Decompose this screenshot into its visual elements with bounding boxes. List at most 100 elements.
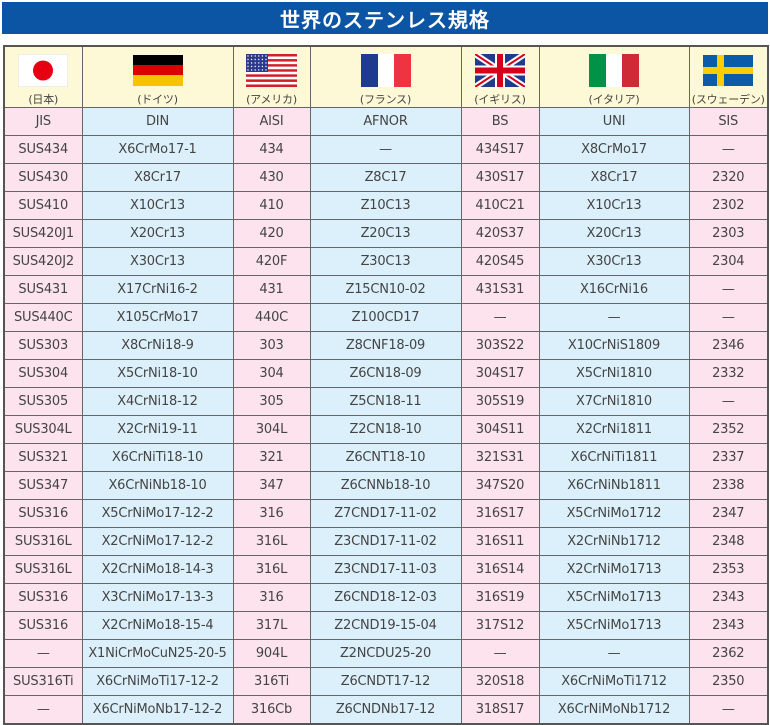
cell-jis: SUS347 (3, 471, 83, 500)
standard-header-aisi: AISI (232, 107, 311, 136)
cell-aisi: 431 (232, 275, 311, 304)
cell-bs: 430S17 (460, 163, 540, 192)
cell-uni: X6CrNiTi1811 (538, 443, 690, 472)
cell-bs: 431S31 (460, 275, 540, 304)
cell-din: X6CrNiMoTi17-12-2 (81, 667, 234, 696)
cell-aisi: 305 (232, 387, 311, 416)
table-row: SUS304L X2CrNi19-11 304L Z2CN18-10 304S11 X2C… (3, 415, 769, 444)
japan-flag-icon (18, 53, 69, 87)
cell-din: X10Cr13 (81, 191, 234, 220)
cell-bs: — (460, 303, 540, 332)
cell-jis: SUS304L (3, 415, 83, 444)
country-usa: (アメリカ) (232, 45, 311, 108)
country-japan: (日本) (3, 45, 83, 108)
cell-jis: SUS316 (3, 499, 83, 528)
cell-afnor: Z6CNT18-10 (309, 443, 462, 472)
cell-bs: 305S19 (460, 387, 540, 416)
cell-sis: 2346 (688, 331, 769, 360)
cell-jis: SUS316L (3, 555, 83, 584)
cell-jis: SUS431 (3, 275, 83, 304)
cell-din: X2CrNiMo18-15-4 (81, 611, 234, 640)
cell-aisi: 420F (232, 247, 311, 276)
standard-header-jis: JIS (3, 107, 83, 136)
table-row: SUS316L X2CrNiMo18-14-3 316L Z3CND17-11-03 3… (3, 555, 769, 584)
country-name: (ドイツ) (137, 93, 178, 106)
cell-sis: 2337 (688, 443, 769, 472)
cell-sis: — (688, 387, 769, 416)
table-row: SUS316 X3CrNiMo17-13-3 316 Z6CND18-12-03 316… (3, 583, 769, 612)
cell-afnor: Z2CN18-10 (309, 415, 462, 444)
sweden-flag-icon (703, 54, 754, 86)
cell-uni: X2CrNiNb1712 (538, 527, 690, 556)
cell-aisi: 316Cb (232, 695, 311, 725)
cell-aisi: 304 (232, 359, 311, 388)
cell-jis: SUS430 (3, 163, 83, 192)
country-name: (イギリス) (474, 93, 526, 106)
cell-uni: X6CrNiMoTi1712 (538, 667, 690, 696)
cell-afnor: Z8CNF18-09 (309, 331, 462, 360)
cell-aisi: 347 (232, 471, 311, 500)
cell-bs: 321S31 (460, 443, 540, 472)
country-sweden: (スウェーデン) (688, 45, 769, 108)
cell-uni: X2CrNi1811 (538, 415, 690, 444)
cell-afnor: Z3CND17-11-03 (309, 555, 462, 584)
cell-aisi: 316L (232, 527, 311, 556)
cell-din: X6CrNiMoNb17-12-2 (81, 695, 234, 725)
cell-afnor: Z6CNDNb17-12 (309, 695, 462, 725)
cell-jis: — (3, 639, 83, 668)
cell-jis: SUS410 (3, 191, 83, 220)
cell-uni: X10Cr13 (538, 191, 690, 220)
cell-jis: SUS316L (3, 527, 83, 556)
cell-afnor: Z100CD17 (309, 303, 462, 332)
cell-uni: X5CrNiMo1713 (538, 611, 690, 640)
table-row: SUS434 X6CrMo17-1 434—434S17 X8CrMo17— (3, 135, 769, 164)
cell-afnor: Z20C13 (309, 219, 462, 248)
cell-sis: 2343 (688, 583, 769, 612)
cell-bs: 347S20 (460, 471, 540, 500)
standard-header-uni: UNI (538, 107, 690, 136)
table-row: SUS316 X5CrNiMo17-12-2 316 Z7CND17-11-02 316… (3, 499, 769, 528)
cell-sis: 2303 (688, 219, 769, 248)
table-row: SUS303 X8CrNi18-9 303 Z8CNF18-09 303S22 X10Cr… (3, 331, 769, 360)
cell-aisi: 321 (232, 443, 311, 472)
cell-aisi: 420 (232, 219, 311, 248)
cell-uni: X8CrMo17 (538, 135, 690, 164)
table-row: — X6CrNiMoNb17-12-2 316Cb Z6CNDNb17-12 318S1… (3, 695, 769, 725)
country-name: (日本) (28, 93, 59, 106)
cell-din: X1NiCrMoCuN25-20-5 (81, 639, 234, 668)
table-row: SUS304 X5CrNi18-10 304 Z6CN18-09 304S17 X5CrN… (3, 359, 769, 388)
cell-sis: 2362 (688, 639, 769, 668)
cell-aisi: 430 (232, 163, 311, 192)
cell-sis: 2352 (688, 415, 769, 444)
cell-din: X3CrNiMo17-13-3 (81, 583, 234, 612)
cell-din: X4CrNi18-12 (81, 387, 234, 416)
cell-uni: X30Cr13 (538, 247, 690, 276)
cell-bs: 304S11 (460, 415, 540, 444)
cell-jis: — (3, 695, 83, 725)
table-row: SUS430 X8Cr17 430 Z8C17 430S17 X8Cr17 2320 (3, 163, 769, 192)
cell-aisi: 440C (232, 303, 311, 332)
cell-uni: X6CrNiNb1811 (538, 471, 690, 500)
cell-afnor: Z5CN18-11 (309, 387, 462, 416)
country-name: (アメリカ) (246, 93, 297, 106)
cell-afnor: Z6CND18-12-03 (309, 583, 462, 612)
cell-bs: 420S45 (460, 247, 540, 276)
cell-jis: SUS316 (3, 583, 83, 612)
cell-afnor: Z8C17 (309, 163, 462, 192)
cell-sis: — (688, 303, 769, 332)
cell-sis: 2302 (688, 191, 769, 220)
country-italy: (イタリア) (538, 45, 690, 108)
cell-jis: SUS420J1 (3, 219, 83, 248)
cell-jis: SUS316Ti (3, 667, 83, 696)
cell-sis: — (688, 695, 769, 725)
cell-uni: X20Cr13 (538, 219, 690, 248)
uk-flag-icon (475, 53, 525, 87)
cell-afnor: Z30C13 (309, 247, 462, 276)
country-header-row: (日本) (ドイツ) (アメリカ) (フランス) (イギリス) (イタリア) (… (3, 45, 769, 108)
cell-din: X2CrNi19-11 (81, 415, 234, 444)
cell-bs: 316S19 (460, 583, 540, 612)
cell-sis: 2347 (688, 499, 769, 528)
cell-bs: 320S18 (460, 667, 540, 696)
cell-sis: — (688, 275, 769, 304)
cell-aisi: 316Ti (232, 667, 311, 696)
